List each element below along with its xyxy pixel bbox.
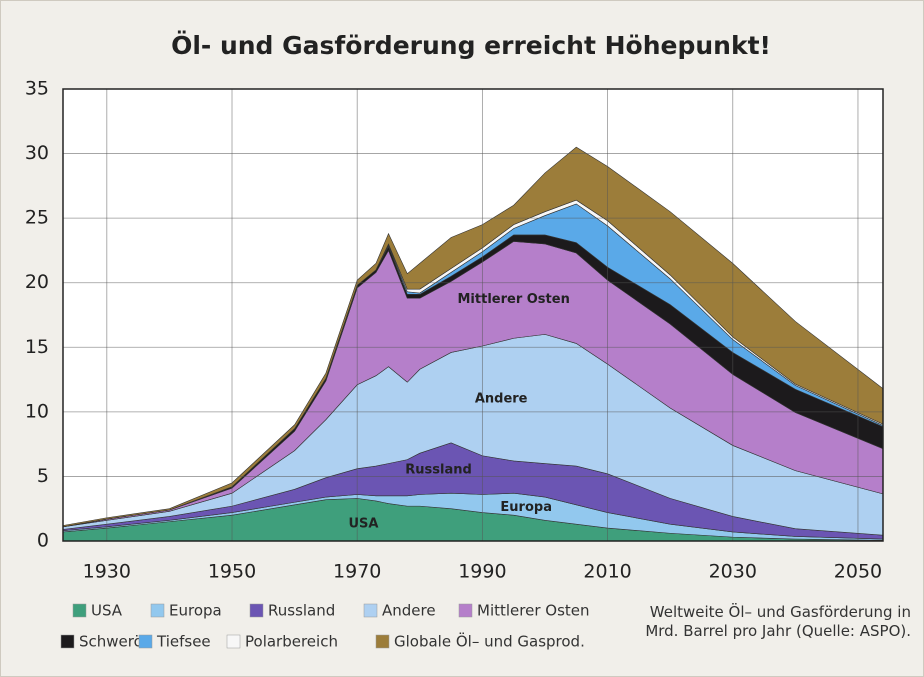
y-tick-label: 35 [25,78,49,100]
x-tick-label: 2030 [709,561,757,583]
y-tick-label: 20 [25,271,49,293]
x-tick-label: 1930 [83,561,131,583]
legend-label: Andere [382,602,436,620]
legend-label: Polarbereich [245,633,338,651]
legend-label: USA [91,602,123,620]
y-tick-label: 0 [37,530,49,552]
legend-swatch [72,603,87,618]
y-tick-label: 15 [25,336,49,358]
legend-label: Europa [169,602,222,620]
area-label: Europa [500,500,552,515]
legend-swatch [375,634,390,649]
legend-swatch [226,634,241,649]
legend-label: Russland [268,602,335,620]
x-tick-label: 1950 [208,561,256,583]
y-tick-label: 25 [25,207,49,229]
area-label: Andere [475,391,528,406]
note: Weltweite Öl– und Gasförderung in Mrd. B… [645,603,911,640]
legend-swatch [150,603,165,618]
plot-frame [62,88,884,542]
legend-swatch [363,603,378,618]
x-tick-label: 2010 [583,561,631,583]
area-label: USA [348,517,378,532]
y-tick-label: 10 [25,400,49,422]
legend-swatch [249,603,264,618]
legend-swatch [458,603,473,618]
legend-label: Globale Öl– und Gasprod. [394,632,585,651]
legend-label: Schweröl [79,633,147,651]
y-tick-label: 5 [37,465,49,487]
area-label: Mittlerer Osten [458,292,570,307]
area-label: Russland [405,462,472,477]
x-tick-label: 1990 [458,561,506,583]
legend-label: Tiefsee [156,633,211,651]
legend-label: Mittlerer Osten [477,602,590,620]
legend-swatch [60,634,75,649]
x-tick-label: 1970 [333,561,381,583]
legend-swatch [138,634,153,649]
chart-title: Öl- und Gasförderung erreicht Höhepunkt! [171,30,771,60]
x-tick-label: 2050 [834,561,882,583]
y-tick-label: 30 [25,142,49,164]
